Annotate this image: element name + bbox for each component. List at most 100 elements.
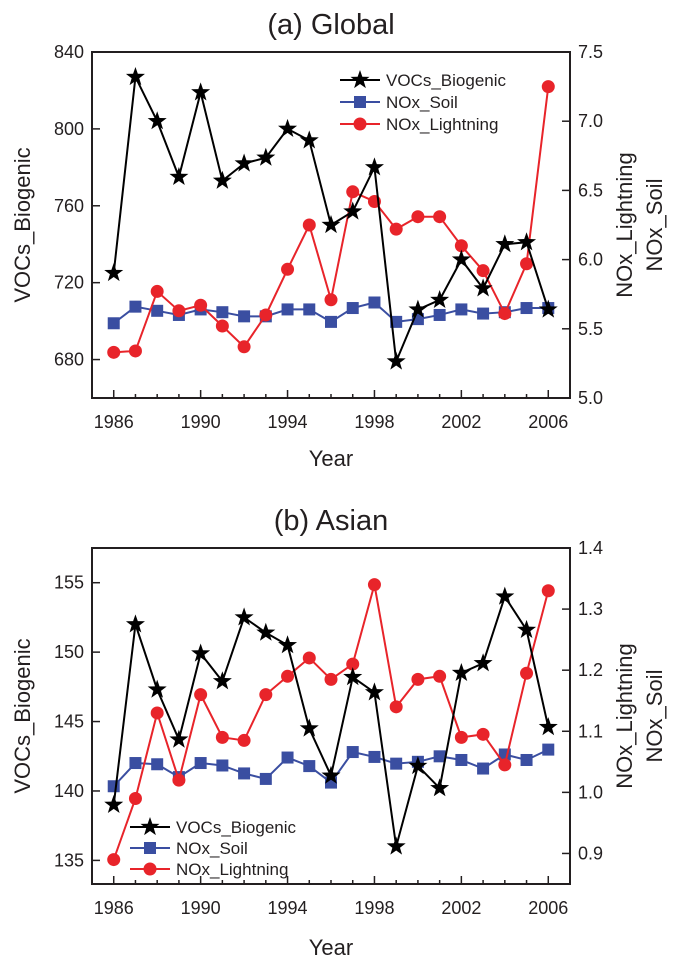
legend-marker: [354, 96, 366, 108]
y-right-tick-label: 5.0: [578, 388, 603, 408]
data-point-nox-lightning: [346, 185, 360, 199]
data-point-nox-lightning: [324, 672, 338, 686]
data-point-nox-lightning: [107, 853, 121, 867]
y-right-tick-label: 0.9: [578, 843, 603, 863]
data-point-nox-lightning: [498, 758, 512, 772]
data-point-vocs-biogenic: [169, 166, 189, 186]
legend-label: VOCs_Biogenic: [176, 818, 297, 837]
x-tick-label: 1998: [354, 412, 394, 432]
data-point-nox-soil: [216, 306, 229, 319]
data-point-nox-lightning: [172, 304, 186, 318]
data-point-vocs-biogenic: [125, 66, 145, 86]
y-right-tick-label: 6.0: [578, 250, 603, 270]
data-point-vocs-biogenic: [495, 586, 515, 605]
y-right-tick-label: 1.2: [578, 660, 603, 680]
x-tick-label: 1994: [268, 898, 308, 918]
data-point-nox-lightning: [302, 651, 316, 665]
y-left-tick-label: 720: [54, 273, 84, 293]
data-point-nox-soil: [281, 751, 294, 764]
data-point-nox-soil: [107, 780, 120, 793]
data-point-vocs-biogenic: [343, 201, 363, 220]
y-right-tick-label: 6.5: [578, 180, 603, 200]
data-point-nox-lightning: [541, 584, 555, 598]
y-left-tick-label: 760: [54, 196, 84, 216]
y-left-tick-label: 840: [54, 42, 84, 62]
x-tick-label: 1986: [94, 412, 134, 432]
data-point-nox-lightning: [107, 345, 121, 359]
data-point-nox-soil: [238, 310, 251, 323]
data-point-nox-lightning: [476, 727, 490, 741]
data-point-nox-soil: [151, 304, 164, 317]
legend-label: NOx_Soil: [386, 93, 458, 112]
data-point-vocs-biogenic: [321, 765, 341, 784]
data-point-vocs-biogenic: [104, 263, 124, 282]
data-point-vocs-biogenic: [104, 794, 124, 813]
data-point-vocs-biogenic: [364, 157, 384, 176]
chart-title-asian: (b) Asian: [274, 505, 388, 537]
data-point-vocs-biogenic: [234, 607, 254, 626]
data-point-nox-soil: [368, 296, 381, 309]
data-point-vocs-biogenic: [299, 130, 319, 149]
data-point-vocs-biogenic: [256, 147, 276, 166]
data-point-nox-soil: [477, 762, 490, 775]
data-point-vocs-biogenic: [495, 234, 515, 253]
data-point-nox-soil: [194, 757, 207, 770]
data-point-vocs-biogenic: [451, 662, 471, 682]
x-tick-label: 1994: [268, 412, 308, 432]
data-point-nox-lightning: [454, 730, 468, 744]
data-point-nox-soil: [455, 303, 468, 316]
y-left-axis-label-global: VOCs_Biogenic: [10, 147, 35, 302]
data-point-nox-soil: [129, 300, 142, 313]
data-point-nox-lightning: [433, 669, 447, 683]
data-point-vocs-biogenic: [343, 667, 363, 686]
data-point-vocs-biogenic: [473, 653, 493, 672]
data-point-nox-lightning: [454, 239, 468, 253]
series-line-vocs-biogenic: [112, 594, 550, 847]
y-right-axis-label-global: NOx_Soil: [642, 179, 667, 272]
data-point-nox-soil: [259, 772, 272, 785]
data-point-nox-lightning: [281, 262, 295, 276]
data-point-nox-lightning: [281, 669, 295, 683]
data-point-vocs-biogenic: [191, 643, 211, 662]
data-point-vocs-biogenic: [278, 635, 298, 654]
data-point-nox-lightning: [237, 340, 251, 354]
data-point-nox-lightning: [259, 308, 273, 322]
data-point-nox-lightning: [259, 688, 273, 702]
data-point-nox-lightning: [433, 210, 447, 224]
data-point-nox-lightning: [476, 264, 490, 278]
y-right-tick-label: 7.5: [578, 42, 603, 62]
y-left-tick-label: 800: [54, 119, 84, 139]
data-point-nox-lightning: [389, 222, 403, 236]
y-right-tick-label: 7.0: [578, 111, 603, 131]
chart-title-global: (a) Global: [267, 9, 394, 41]
data-point-nox-lightning: [346, 657, 360, 671]
y-left-tick-label: 150: [54, 642, 84, 662]
data-point-nox-soil: [303, 303, 316, 316]
data-point-nox-lightning: [128, 344, 142, 358]
x-tick-label: 2002: [441, 898, 481, 918]
data-point-nox-lightning: [194, 298, 208, 312]
data-point-nox-lightning: [411, 672, 425, 686]
y-right-axis-label-asian: NOx_Soil: [642, 670, 667, 763]
y-right-tick-label: 1.1: [578, 721, 603, 741]
x-tick-label: 1986: [94, 898, 134, 918]
x-tick-label: 2006: [528, 898, 568, 918]
data-point-nox-lightning: [302, 218, 316, 232]
data-point-nox-lightning: [215, 319, 229, 333]
data-point-vocs-biogenic: [256, 622, 276, 641]
data-point-nox-lightning: [128, 791, 142, 805]
data-point-vocs-biogenic: [299, 718, 319, 737]
x-tick-label: 1990: [181, 898, 221, 918]
data-point-nox-lightning: [367, 578, 381, 592]
legend-marker: [140, 817, 160, 836]
data-point-nox-lightning: [215, 730, 229, 744]
data-point-nox-soil: [107, 317, 120, 330]
data-point-nox-lightning: [541, 80, 555, 94]
plot-frame-asian: [91, 547, 571, 885]
data-point-nox-lightning: [520, 666, 534, 680]
data-point-nox-lightning: [172, 773, 186, 787]
data-point-vocs-biogenic: [430, 778, 450, 797]
data-point-nox-soil: [390, 315, 403, 328]
data-point-nox-lightning: [150, 284, 164, 298]
x-tick-label: 2002: [441, 412, 481, 432]
